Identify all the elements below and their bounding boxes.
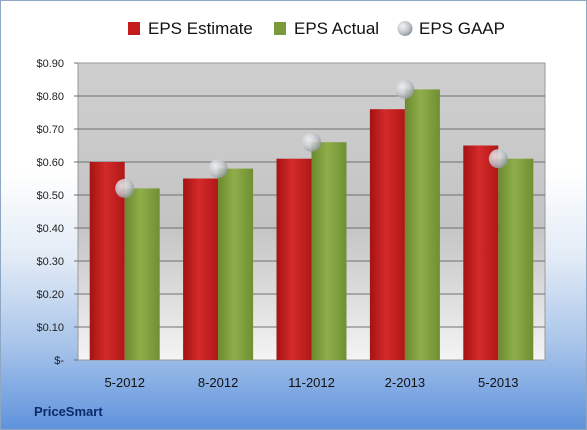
eps-estimate-bar: [276, 158, 312, 360]
eps-actual-bar: [218, 168, 254, 360]
eps-gaap-marker: [302, 132, 321, 152]
eps-gaap-marker: [488, 149, 508, 169]
x-tick-label: 5-2012: [104, 375, 144, 390]
y-tick-label: $0.80: [36, 91, 64, 103]
company-name: PriceSmart: [34, 404, 103, 419]
legend-swatch: [397, 21, 413, 36]
eps-estimate-bar: [369, 109, 405, 360]
eps-gaap-marker: [208, 159, 228, 179]
y-tick-label: $0.10: [36, 322, 64, 334]
y-tick-label: $0.30: [36, 256, 64, 268]
x-tick-label: 11-2012: [288, 375, 335, 390]
legend-label: EPS Actual: [294, 19, 379, 38]
eps-actual-bar: [124, 188, 160, 360]
y-tick-label: $-: [54, 355, 64, 367]
x-tick-label: 5-2013: [478, 375, 518, 390]
x-axis: 5-2012 8-2012 11-2012 2-2013 5-2013: [104, 375, 518, 390]
legend-label: EPS GAAP: [419, 19, 505, 38]
legend-swatch: [128, 22, 140, 35]
eps-gaap-marker: [115, 178, 135, 198]
eps-estimate-bar: [463, 145, 499, 360]
y-tick-label: $0.20: [36, 289, 64, 301]
legend-label: EPS Estimate: [148, 19, 253, 38]
eps-actual-bar: [404, 89, 440, 361]
y-tick-label: $0.50: [36, 190, 64, 202]
x-tick-label: 2-2013: [385, 375, 425, 390]
eps-estimate-bar: [183, 178, 219, 360]
y-tick-label: $0.70: [36, 124, 64, 136]
y-tick-label: $0.40: [36, 223, 64, 235]
eps-gaap-marker: [395, 79, 415, 99]
gaap-markers: [115, 79, 508, 198]
y-axis: $- $0.10 $0.20 $0.30 $0.40 $0.50 $0.60 $0.70 $0.…: [36, 58, 78, 367]
x-tick-label: 8-2012: [198, 375, 238, 390]
eps-actual-bar: [311, 142, 347, 360]
legend-swatch: [274, 22, 286, 35]
eps-actual-bar: [498, 158, 534, 360]
y-tick-label: $0.90: [36, 58, 64, 70]
legend: EPS Estimate EPS Actual EPS GAAP: [128, 19, 505, 38]
y-tick-label: $0.60: [36, 157, 64, 169]
